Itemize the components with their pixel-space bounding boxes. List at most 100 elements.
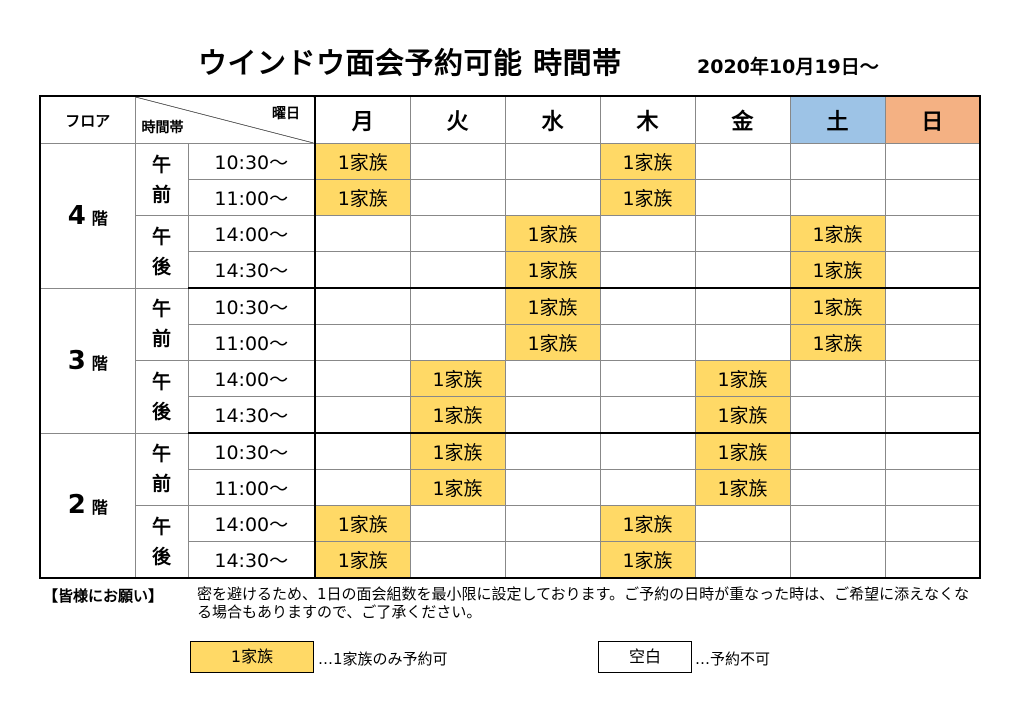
time-slot-label: 14:30～	[187, 251, 316, 289]
legend-blank-swatch: 空白	[598, 641, 692, 673]
slot-available: 1家族	[694, 396, 791, 434]
slot-available: 1家族	[599, 179, 696, 216]
period-char: 午	[151, 443, 171, 466]
slot-available: 1家族	[409, 396, 506, 434]
period-char: 午	[151, 225, 171, 248]
day-header-fri: 金	[694, 95, 791, 144]
table-row: 午後 14:00～ 1家族 1家族	[40, 215, 981, 289]
slot-available: 1家族	[694, 360, 791, 397]
slot-available: 1家族	[409, 360, 506, 397]
slot-blank	[789, 469, 886, 506]
slot-available: 1家族	[504, 215, 601, 252]
slot-blank	[409, 179, 506, 216]
slot-blank	[789, 143, 886, 180]
period-label: 午前	[134, 432, 189, 506]
period-label: 午後	[134, 505, 189, 579]
slot-blank	[694, 505, 791, 542]
slot-blank	[409, 324, 506, 361]
slot-blank	[409, 505, 506, 542]
slot-blank	[884, 505, 981, 542]
slot-blank	[789, 505, 886, 542]
slot-available: 1家族	[694, 432, 791, 470]
slot-available: 1家族	[504, 324, 601, 361]
slot-available: 1家族	[504, 287, 601, 325]
floor-suffix: 階	[91, 208, 108, 228]
weekday-header-label: 曜日	[272, 106, 300, 122]
table-row: 4 階午前 10:30～ 1家族 1家族	[39, 143, 981, 289]
legend-available-desc: …1家族のみ予約可	[318, 650, 448, 668]
slot-blank	[599, 324, 696, 361]
table-row: 14:30～ 1家族 1家族	[40, 396, 981, 434]
slot-available: 1家族	[789, 287, 886, 325]
slot-blank	[789, 541, 886, 579]
period-label: 午後	[134, 215, 189, 289]
slot-blank	[599, 396, 696, 434]
slot-blank	[694, 215, 791, 252]
floor-number: 4	[67, 200, 86, 231]
slot-available: 1家族	[789, 215, 886, 252]
slot-blank	[599, 215, 696, 252]
slot-blank	[599, 432, 696, 470]
note-label: 【皆様にお願い】	[43, 587, 164, 605]
slot-blank	[884, 251, 981, 289]
period-char: 前	[151, 183, 171, 206]
table-row: 14:30～ 1家族 1家族	[40, 251, 981, 289]
slot-blank	[599, 469, 696, 506]
slot-available: 1家族	[599, 505, 696, 542]
slot-blank	[884, 541, 981, 579]
slot-blank	[599, 251, 696, 289]
schedule-table: フロア 時間帯 曜日 月 火 水 木 金 土 日 4 階午前 10:30～ 1家族 1家…	[39, 95, 981, 579]
time-slot-label: 10:30～	[187, 143, 316, 180]
slot-available: 1家族	[314, 143, 411, 180]
slot-blank	[789, 432, 886, 470]
time-slot-label: 10:30～	[187, 287, 316, 325]
floor-suffix: 階	[91, 353, 108, 373]
day-header-sat: 土	[789, 95, 886, 144]
day-header-sun: 日	[884, 95, 981, 144]
period-char: 午	[151, 298, 171, 321]
table-row: 3 階午前 10:30～ 1家族 1家族	[39, 287, 981, 434]
table-row: 11:00～ 1家族 1家族	[40, 179, 981, 216]
table-row: 午後 14:00～ 1家族 1家族	[40, 505, 981, 579]
slot-blank	[694, 324, 791, 361]
floor-number: 2	[67, 490, 86, 521]
slot-blank	[409, 541, 506, 579]
slot-blank	[504, 179, 601, 216]
period-char: 午	[151, 370, 171, 393]
slot-available: 1家族	[504, 251, 601, 289]
floor-suffix: 階	[91, 498, 108, 518]
period-char: 前	[151, 473, 171, 496]
note-text: 密を避けるため、1日の面会組数を最小限に設定しております。ご予約の日時が重なった…	[197, 585, 970, 621]
slot-available: 1家族	[314, 505, 411, 542]
period-char: 後	[151, 255, 171, 278]
slot-blank	[504, 505, 601, 542]
slot-blank	[504, 541, 601, 579]
slot-available: 1家族	[314, 179, 411, 216]
time-slot-label: 11:00～	[187, 324, 316, 361]
slot-blank	[694, 179, 791, 216]
slot-blank	[884, 143, 981, 180]
slot-blank	[884, 324, 981, 361]
slot-blank	[694, 251, 791, 289]
slot-blank	[504, 396, 601, 434]
period-char: 午	[151, 515, 171, 538]
period-label: 午前	[134, 143, 189, 216]
slot-blank	[314, 287, 411, 325]
slot-available: 1家族	[409, 469, 506, 506]
table-row: 午後 14:00～ 1家族 1家族	[40, 360, 981, 434]
table-row: 2 階午前 10:30～ 1家族 1家族	[39, 432, 981, 579]
slot-blank	[314, 324, 411, 361]
legend-available-swatch: 1家族	[190, 641, 314, 673]
time-slot-label: 11:00～	[187, 179, 316, 216]
slot-blank	[504, 360, 601, 397]
slot-blank	[314, 360, 411, 397]
slot-blank	[409, 215, 506, 252]
slot-blank	[504, 469, 601, 506]
slot-blank	[409, 287, 506, 325]
start-date: 2020年10月19日～	[697, 56, 879, 78]
time-slot-label: 14:30～	[187, 541, 316, 579]
slot-blank	[789, 179, 886, 216]
slot-available: 1家族	[599, 541, 696, 579]
